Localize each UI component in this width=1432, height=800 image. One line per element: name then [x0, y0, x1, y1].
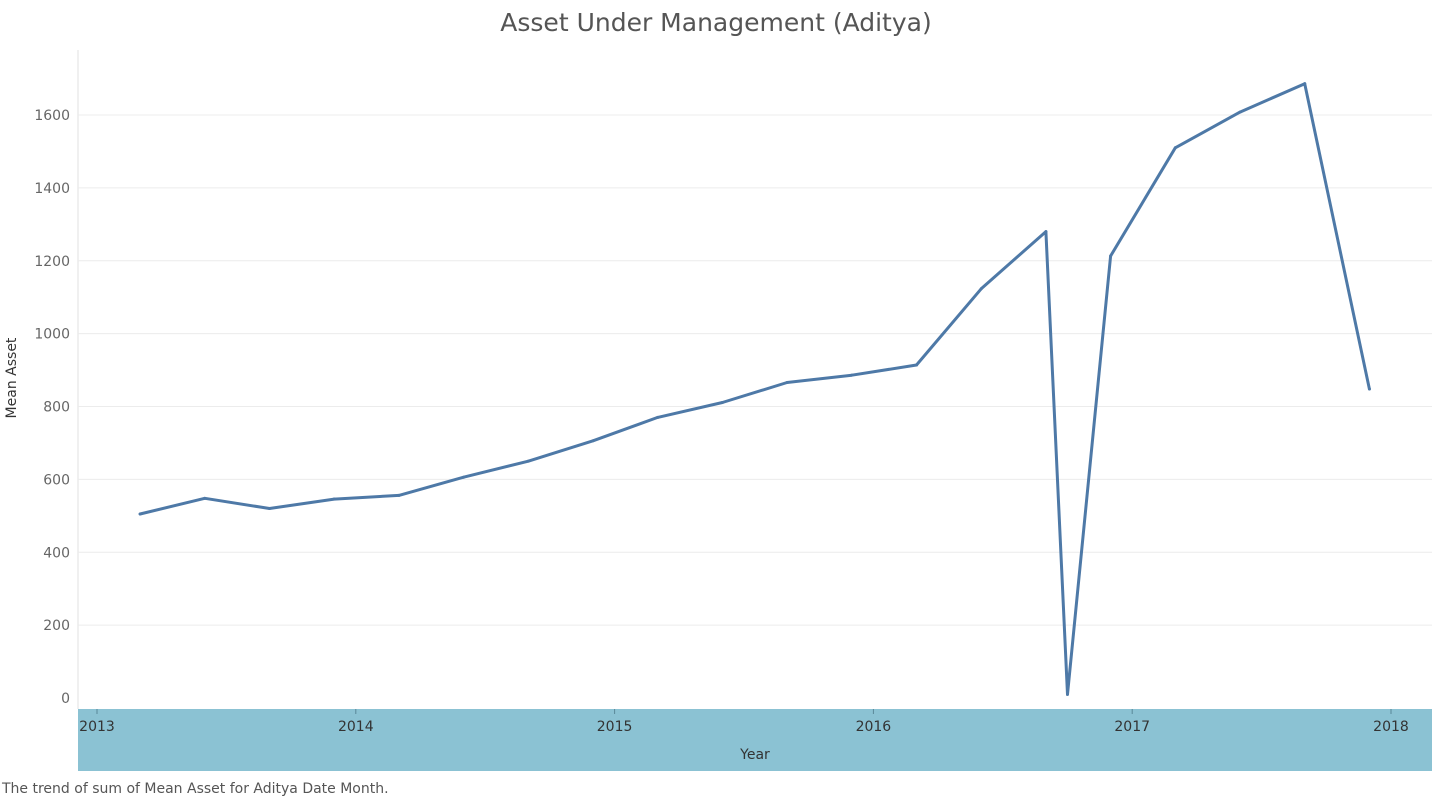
x-tick-label: 2016 — [856, 719, 892, 735]
x-axis-ticks: 2013 2014 2015 2016 2017 2018 — [79, 709, 1409, 735]
data-point — [1367, 387, 1371, 391]
x-tick-label: 2018 — [1373, 719, 1409, 735]
data-point — [915, 363, 919, 367]
data-point — [850, 373, 854, 377]
data-point — [332, 497, 336, 501]
data-point — [785, 380, 789, 384]
data-point — [656, 415, 660, 419]
y-tick-label: 400 — [43, 545, 70, 561]
series-lines — [138, 82, 1371, 696]
data-point — [1238, 110, 1242, 114]
y-tick-label: 1400 — [34, 181, 70, 197]
data-point — [1173, 146, 1177, 150]
data-point — [979, 287, 983, 291]
data-point — [591, 439, 595, 443]
data-point — [1066, 692, 1069, 696]
data-point — [526, 459, 530, 463]
y-tick-label: 600 — [43, 472, 70, 488]
y-tick-label: 1200 — [34, 254, 70, 270]
x-tick-label: 2015 — [597, 719, 633, 735]
y-tick-label: 1600 — [34, 108, 70, 124]
y-tick-label: 200 — [43, 618, 70, 634]
y-tick-label: 0 — [61, 691, 70, 707]
data-point — [1044, 230, 1048, 234]
grid-lines — [77, 50, 1432, 709]
y-tick-label: 800 — [43, 400, 70, 416]
data-point — [1109, 254, 1113, 258]
data-point — [720, 400, 724, 404]
data-point — [203, 496, 207, 500]
y-axis-ticks: 0 200 400 600 800 1000 1200 1400 1600 — [34, 108, 70, 707]
chart-caption: The trend of sum of Mean Asset for Adity… — [2, 781, 389, 797]
data-point — [138, 512, 142, 516]
data-point — [397, 493, 401, 497]
x-axis-band — [78, 709, 1432, 771]
chart-title: Asset Under Management (Aditya) — [500, 8, 932, 37]
data-point — [268, 507, 272, 511]
x-tick-label: 2017 — [1114, 719, 1150, 735]
x-tick-label: 2014 — [338, 719, 374, 735]
x-tick-label: 2013 — [79, 719, 115, 735]
data-point — [462, 475, 466, 479]
series-line — [138, 82, 1371, 696]
data-point — [1303, 82, 1307, 86]
y-tick-label: 1000 — [34, 327, 70, 343]
x-axis-label: Year — [739, 747, 770, 763]
